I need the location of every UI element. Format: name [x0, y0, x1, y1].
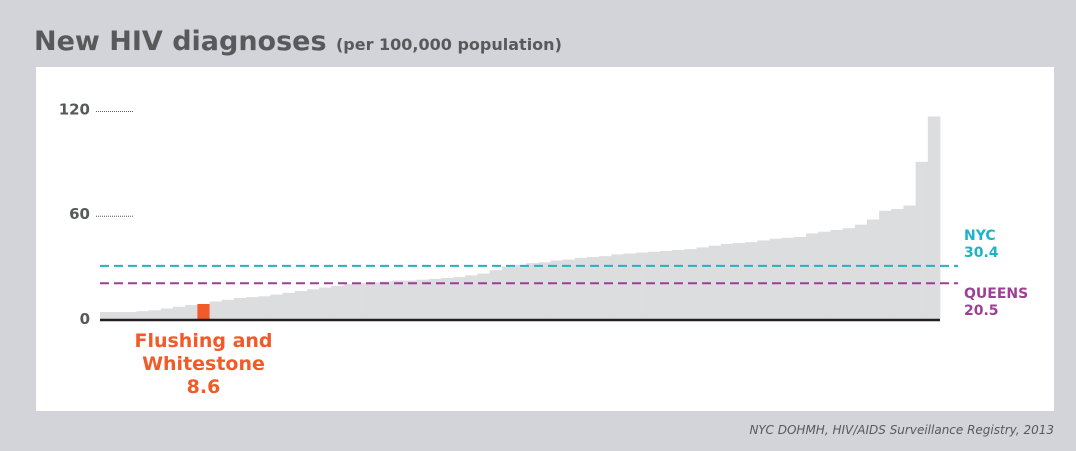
bar — [501, 266, 515, 319]
bar — [538, 262, 551, 319]
highlight-label-line: Flushing and — [134, 330, 272, 352]
bar — [392, 280, 405, 319]
bar — [647, 251, 661, 319]
bar — [136, 311, 150, 319]
bar — [319, 287, 332, 319]
bar — [465, 275, 478, 319]
bar — [282, 292, 296, 319]
bar — [233, 298, 247, 319]
chart-subtitle: (per 100,000 population) — [335, 35, 562, 54]
bar — [757, 240, 770, 319]
bar — [562, 259, 576, 319]
bar — [221, 299, 235, 319]
nyc-reference-value: 30.4 — [964, 245, 999, 261]
y-tick-label: 0 — [80, 310, 90, 328]
bar — [416, 279, 430, 319]
bar — [866, 219, 880, 319]
bar — [148, 310, 162, 319]
bar — [428, 278, 442, 319]
bar — [708, 245, 722, 319]
bar — [185, 305, 198, 319]
nyc-reference-label: NYC — [964, 228, 996, 244]
y-tick-label: 120 — [59, 101, 90, 119]
bar — [112, 312, 125, 319]
bar — [489, 270, 503, 319]
bar — [781, 237, 795, 319]
queens-reference-label: QUEENS — [964, 286, 1028, 302]
bar — [550, 260, 563, 319]
chart-title-main: New HIV diagnoses — [34, 26, 327, 57]
bar — [842, 228, 856, 319]
bar — [574, 257, 588, 319]
bar — [306, 289, 320, 319]
bar — [526, 263, 539, 319]
bar — [270, 294, 283, 319]
bar — [173, 306, 186, 319]
bar — [160, 308, 174, 319]
chart-title: New HIV diagnoses (per 100,000 populatio… — [34, 26, 562, 57]
y-axis-ticks: 0 60 120 — [59, 101, 134, 328]
bar — [635, 252, 649, 319]
bar — [331, 285, 344, 319]
chart-panel: 0 60 120 NYC 30.4 QUEENS 20.5 Flushing and Whi… — [36, 67, 1054, 411]
bar — [124, 312, 137, 319]
bar — [294, 291, 308, 319]
y-tick-label: 60 — [69, 205, 90, 223]
queens-reference-value: 20.5 — [964, 303, 999, 319]
highlight-label-line: 8.6 — [187, 376, 221, 398]
bar — [891, 208, 904, 319]
bar — [733, 243, 746, 319]
bar — [745, 242, 758, 319]
bar — [672, 250, 685, 319]
bar — [477, 273, 490, 319]
bar — [355, 283, 369, 319]
bar — [258, 296, 271, 319]
bar — [854, 224, 868, 319]
highlight-bar — [197, 303, 210, 319]
bar — [720, 243, 734, 319]
bar — [611, 254, 624, 319]
bar — [367, 282, 381, 319]
bar — [100, 312, 113, 319]
bar — [404, 280, 417, 319]
bars-group — [100, 116, 941, 319]
bar — [586, 257, 600, 319]
bar — [806, 233, 819, 319]
bar — [660, 250, 673, 319]
bar — [209, 301, 223, 319]
bar — [343, 284, 357, 319]
bar — [513, 264, 527, 319]
bar — [830, 229, 843, 319]
bar — [380, 281, 393, 319]
bar — [927, 116, 941, 319]
bar — [599, 256, 612, 319]
source-note: NYC DOHMH, HIV/AIDS Surveillance Registr… — [749, 423, 1054, 437]
bar — [246, 297, 259, 319]
bar — [818, 231, 831, 319]
bar — [453, 277, 466, 319]
bar — [915, 161, 929, 319]
bar — [879, 210, 892, 319]
bar — [903, 205, 917, 319]
bar — [440, 277, 454, 319]
bar — [793, 236, 807, 319]
bar — [769, 238, 783, 319]
highlight-label-line: Whitestone — [142, 353, 265, 375]
bar — [623, 253, 637, 319]
